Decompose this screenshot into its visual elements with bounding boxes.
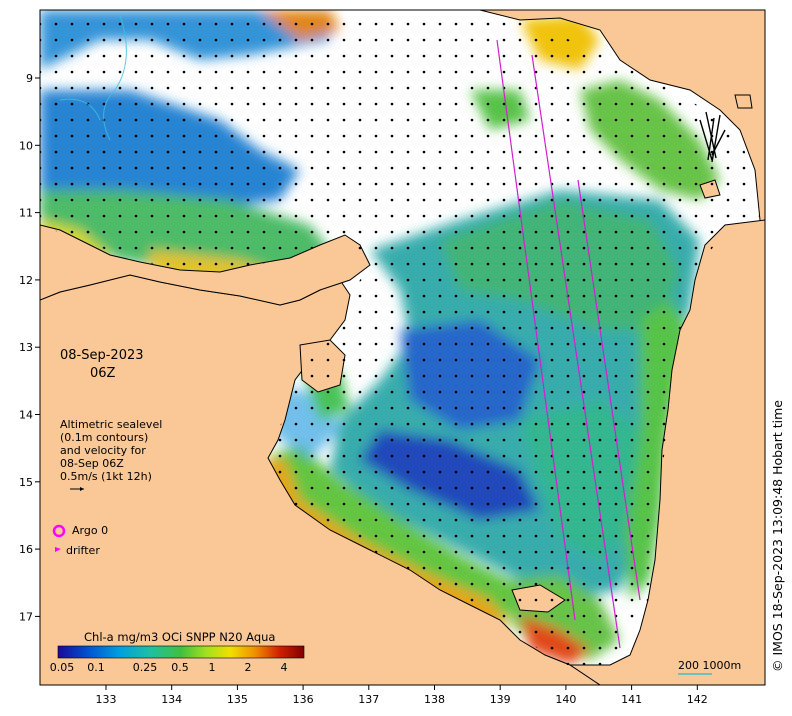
drifter-marker: [55, 547, 61, 552]
colorbar-tick-label: 0.1: [87, 661, 105, 674]
y-tick-label: 15: [19, 476, 33, 489]
colorbar-title: Chl-a mg/m3 OCi SNPP N20 Aqua: [84, 630, 276, 644]
altimetry-tracks: [496, 39, 641, 649]
x-tick-label: 141: [621, 693, 642, 706]
x-tick-label: 137: [358, 693, 379, 706]
y-axis: 9 10 11 12 13 14 15 16 17: [19, 72, 40, 623]
colorbar-tick-label: 4: [281, 661, 288, 674]
x-axis: 133 134 135 136 137 138 139 140 141 142: [96, 685, 708, 706]
altimetry-note-line: 0.5m/s (1kt 12h): [60, 470, 152, 483]
altimetry-note-line: Altimetric sealevel: [60, 418, 163, 431]
sealevel-contours: [59, 14, 127, 141]
credit-text: © IMOS 18-Sep-2023 13:09:48 Hobart time: [770, 400, 785, 672]
y-tick-label: 14: [19, 409, 33, 422]
y-tick-label: 11: [19, 207, 33, 220]
colorbar: [57, 645, 305, 659]
y-tick-label: 13: [19, 341, 33, 354]
altimetry-note-line: (0.1m contours): [60, 431, 149, 444]
x-tick-label: 140: [555, 693, 576, 706]
x-tick-label: 142: [687, 693, 708, 706]
x-tick-label: 135: [227, 693, 248, 706]
y-tick-label: 17: [19, 610, 33, 623]
x-tick-label: 134: [161, 693, 182, 706]
date-label: 08-Sep-2023: [60, 348, 144, 363]
colorbar-tick-label: 0.05: [50, 661, 75, 674]
colorbar-tick-label: 1: [209, 661, 216, 674]
colorbar-tick-label: 0.5: [171, 661, 189, 674]
y-tick-label: 9: [26, 72, 33, 85]
drifter-label: drifter: [66, 544, 100, 557]
x-tick-label: 139: [490, 693, 511, 706]
time-label: 06Z: [90, 366, 116, 381]
colorbar-ticks: 0.05 0.1 0.25 0.5 1 2 4: [50, 661, 288, 674]
x-tick-label: 136: [293, 693, 314, 706]
y-tick-label: 10: [19, 139, 33, 152]
scale-label: 200 1000m: [678, 659, 742, 672]
argo-marker: [52, 524, 66, 538]
argo-label: Argo 0: [72, 524, 109, 537]
y-tick-label: 16: [19, 543, 33, 556]
altimetry-note-line: and velocity for: [60, 444, 146, 457]
altimetry-note-line: 08-Sep 06Z: [60, 457, 124, 470]
x-tick-label: 133: [96, 693, 117, 706]
y-tick-label: 12: [19, 274, 33, 287]
colorbar-tick-label: 0.25: [133, 661, 158, 674]
altimetry-note: Altimetric sealevel (0.1m contours) and …: [60, 418, 162, 483]
x-tick-label: 138: [424, 693, 445, 706]
velocity-arrows: [40, 10, 760, 665]
drifter-tracks: [699, 111, 726, 163]
colorbar-tick-label: 2: [245, 661, 252, 674]
